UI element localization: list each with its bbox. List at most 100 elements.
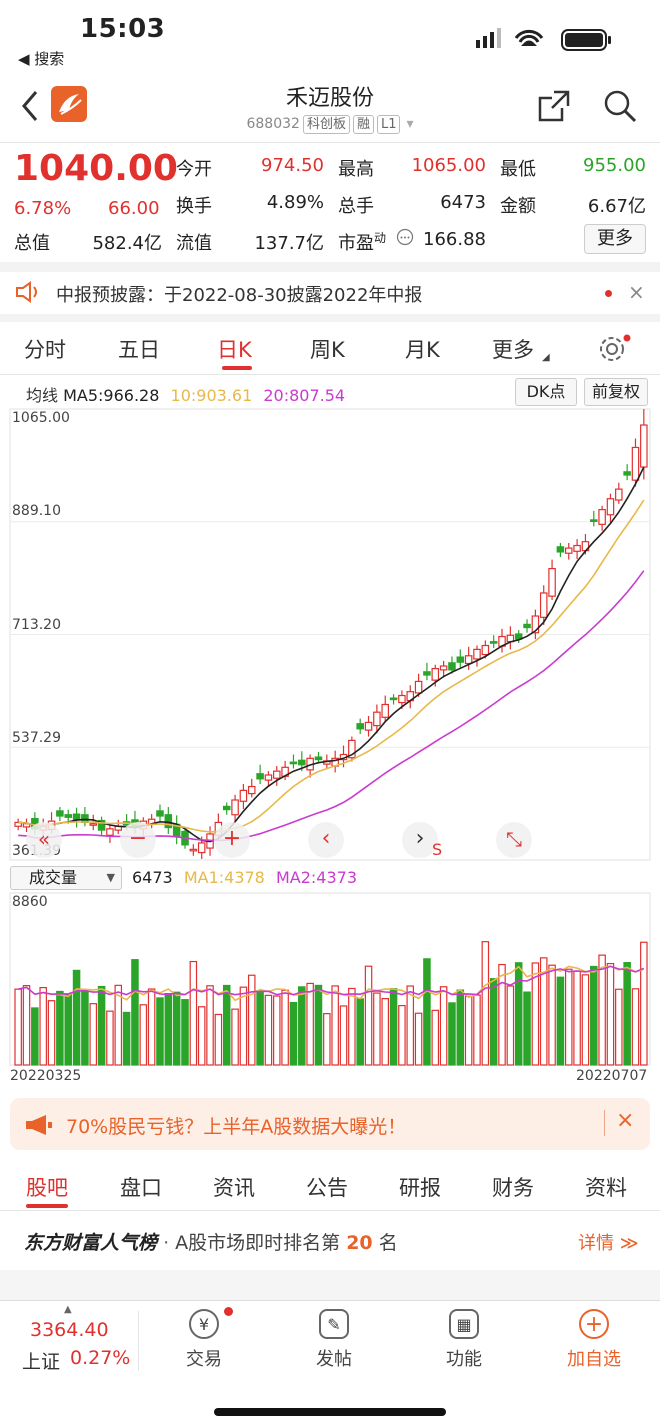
share-icon[interactable] bbox=[536, 88, 572, 124]
volume-bar bbox=[573, 970, 581, 1066]
volume-bar bbox=[56, 990, 64, 1066]
float-cap-value: 137.7亿 bbox=[254, 233, 324, 254]
tag-margin: 融 bbox=[352, 115, 374, 134]
tab-weekly-k[interactable]: 周K bbox=[310, 338, 345, 362]
kline-chart[interactable] bbox=[0, 375, 660, 1090]
ma5-line bbox=[18, 466, 645, 843]
dk-point-button[interactable]: DK点 bbox=[515, 378, 577, 406]
tab-announcements[interactable]: 公告 bbox=[306, 1176, 348, 1200]
volume-bar bbox=[81, 989, 89, 1066]
tab-more-periods[interactable]: 更多 bbox=[492, 338, 534, 362]
volume-bar bbox=[72, 969, 81, 1066]
functions-label: 功能 bbox=[446, 1349, 482, 1370]
current-price: 1040.00 bbox=[14, 148, 178, 189]
tab-monthly-k[interactable]: 月K bbox=[405, 338, 440, 362]
volume-bar bbox=[197, 1006, 206, 1066]
volume-bar bbox=[247, 974, 256, 1066]
candle-body bbox=[314, 756, 323, 761]
tab-intraday[interactable]: 分时 bbox=[24, 338, 66, 362]
more-quote-button[interactable]: 更多 bbox=[584, 224, 646, 254]
trade-button[interactable]: ¥ 交易 bbox=[154, 1309, 254, 1371]
candle-body bbox=[615, 488, 623, 501]
more-periods-caret-icon: ◢ bbox=[542, 352, 550, 363]
tab-pankou[interactable]: 盘口 bbox=[120, 1176, 162, 1200]
notice-dot bbox=[605, 290, 612, 297]
functions-icon: ▦ bbox=[449, 1309, 479, 1339]
functions-button[interactable]: ▦ 功能 bbox=[414, 1309, 514, 1371]
tab-research[interactable]: 研报 bbox=[399, 1176, 441, 1200]
index-up-arrow-icon: ▲ bbox=[64, 1304, 72, 1315]
volume-bar bbox=[373, 992, 381, 1066]
ranking-detail-link[interactable]: 详情 ≫ bbox=[578, 1233, 639, 1254]
code-dropdown-icon[interactable]: ▾ bbox=[406, 116, 414, 132]
home-indicator bbox=[214, 1408, 446, 1416]
candle-body bbox=[481, 644, 490, 656]
index-name[interactable]: 上证 bbox=[22, 1351, 61, 1373]
chart-fullscreen-button[interactable]: ⤡ bbox=[496, 822, 532, 858]
chart-zoom-out-button[interactable]: − bbox=[120, 822, 156, 858]
stock-name: 禾迈股份 bbox=[285, 86, 374, 111]
tab-news[interactable]: 资讯 bbox=[213, 1176, 255, 1200]
volume-bar bbox=[489, 978, 498, 1066]
tab-guba[interactable]: 股吧 bbox=[26, 1176, 68, 1200]
volume-bar bbox=[106, 1010, 114, 1066]
promo-text[interactable]: 70%股民亏钱？上半年A股数据大曝光！ bbox=[66, 1116, 407, 1138]
adjust-price-button[interactable]: 前复权 bbox=[584, 378, 648, 406]
total-hands-value: 6473 bbox=[440, 192, 486, 213]
volume-bar bbox=[181, 999, 189, 1066]
candle-body bbox=[239, 789, 248, 802]
speaker-icon bbox=[16, 281, 37, 303]
volume-ma1: MA1:4378 bbox=[183, 868, 265, 887]
pe-info-icon[interactable] bbox=[396, 228, 414, 246]
candle-body bbox=[389, 697, 398, 701]
low-value: 955.00 bbox=[583, 155, 646, 176]
volume-value: 6473 bbox=[132, 868, 173, 887]
volume-bar bbox=[323, 1013, 331, 1066]
volume-bar bbox=[239, 986, 248, 1066]
chart-next-button[interactable]: › bbox=[402, 822, 438, 858]
volume-bar bbox=[273, 995, 281, 1066]
add-watchlist-button[interactable]: + 加自选 bbox=[544, 1309, 644, 1371]
post-button[interactable]: ✎ 发帖 bbox=[284, 1309, 384, 1371]
volume-bar bbox=[581, 974, 590, 1066]
chart-rewind-button[interactable]: « bbox=[26, 822, 62, 858]
promo-close-button[interactable]: × bbox=[616, 1108, 635, 1133]
chart-prev-button[interactable]: ‹ bbox=[308, 822, 344, 858]
volume-bar bbox=[147, 988, 156, 1066]
app-logo-icon[interactable] bbox=[51, 86, 87, 122]
promo-divider bbox=[604, 1110, 605, 1136]
candle-body bbox=[590, 519, 598, 522]
chart-zoom-in-button[interactable]: + bbox=[214, 822, 250, 858]
float-cap-label: 流值 bbox=[176, 233, 212, 254]
open-label: 今开 bbox=[176, 159, 212, 180]
status-time: 15:03 bbox=[80, 14, 166, 44]
volume-bar bbox=[414, 1012, 423, 1066]
notice-close-button[interactable]: × bbox=[628, 280, 645, 304]
volume-bar bbox=[164, 993, 173, 1066]
volume-bar bbox=[631, 988, 640, 1066]
index-value[interactable]: 3364.40 bbox=[30, 1319, 109, 1341]
price-axis-label-top: 1065.00 bbox=[12, 410, 70, 426]
back-arrow-icon[interactable] bbox=[20, 90, 40, 122]
tab-profile[interactable]: 资料 bbox=[585, 1176, 627, 1200]
ranking-row[interactable]: 东方财富人气榜 · A股市场即时排名第 20 名 bbox=[24, 1228, 398, 1255]
tab-five-day[interactable]: 五日 bbox=[118, 338, 160, 362]
indicator-selector[interactable]: 成交量 ▼ bbox=[10, 866, 122, 890]
bottom-toolbar: ▲ 3364.40 上证 0.27% ¥ 交易 ✎ 发帖 ▦ 功能 + 加自选 bbox=[0, 1300, 660, 1428]
volume-bar bbox=[172, 991, 181, 1066]
candle-body bbox=[273, 770, 281, 779]
ma-legend: 均线 MA5:966.28 10:903.61 20:807.54 bbox=[26, 382, 345, 406]
search-icon[interactable] bbox=[602, 88, 638, 124]
candle-body bbox=[106, 828, 114, 836]
pe-label: 市盈动 bbox=[338, 231, 387, 254]
notice-text[interactable]: 中报预披露：于2022-08-30披露2022年中报 bbox=[56, 285, 423, 306]
promo-banner[interactable]: 70%股民亏钱？上半年A股数据大曝光！ × bbox=[10, 1098, 650, 1150]
add-watchlist-label: 加自选 bbox=[567, 1349, 621, 1370]
index-pct[interactable]: 0.27% bbox=[70, 1347, 131, 1369]
tab-daily-k[interactable]: 日K bbox=[217, 338, 252, 362]
settings-gear-icon[interactable] bbox=[598, 334, 632, 364]
ma5-label: MA5:966.28 bbox=[63, 386, 160, 405]
back-to-search[interactable]: ◀ 搜索 bbox=[18, 50, 65, 68]
volume-bar bbox=[131, 959, 139, 1066]
tab-finance[interactable]: 财务 bbox=[492, 1176, 534, 1200]
